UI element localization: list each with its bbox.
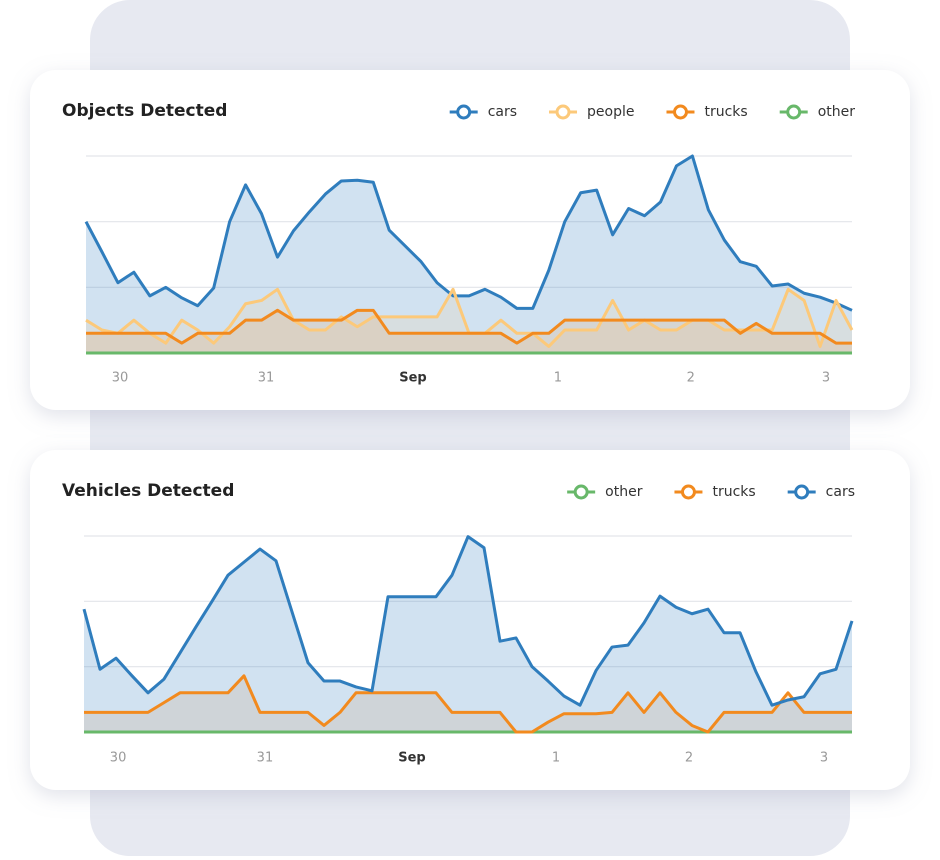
legend-swatch bbox=[680, 484, 696, 500]
x-tick-label: 1 bbox=[552, 751, 560, 766]
legend-label: cars bbox=[488, 104, 517, 120]
legend-swatch bbox=[456, 104, 472, 120]
x-tick-label: Sep bbox=[398, 751, 426, 766]
x-tick-label: 3 bbox=[820, 751, 828, 766]
x-tick-label: 2 bbox=[685, 751, 693, 766]
legend-label: people bbox=[587, 104, 634, 120]
legend-label: cars bbox=[826, 484, 855, 500]
area bbox=[84, 536, 852, 732]
legend-label: trucks bbox=[712, 484, 755, 500]
x-tick-label: 3 bbox=[822, 371, 830, 386]
legend-label: other bbox=[818, 104, 856, 120]
chart-title: Vehicles Detected bbox=[62, 481, 234, 501]
legend-label: other bbox=[605, 484, 643, 500]
line bbox=[82, 535, 854, 707]
x-tick-label: 30 bbox=[112, 371, 129, 386]
line bbox=[84, 154, 853, 312]
x-tick-label: 1 bbox=[554, 371, 562, 386]
legend-swatch bbox=[794, 484, 810, 500]
chart-title: Objects Detected bbox=[62, 101, 227, 121]
x-tick-label: 30 bbox=[110, 751, 127, 766]
card bbox=[30, 450, 910, 790]
x-tick-label: Sep bbox=[399, 371, 427, 386]
area bbox=[86, 289, 852, 353]
legend-label: trucks bbox=[704, 104, 747, 120]
x-tick-label: 2 bbox=[687, 371, 695, 386]
area bbox=[84, 675, 852, 732]
legend-swatch bbox=[786, 104, 802, 120]
legend-swatch bbox=[555, 104, 571, 120]
area bbox=[86, 156, 852, 353]
legend-swatch bbox=[573, 484, 589, 500]
line bbox=[84, 674, 852, 734]
x-tick-label: 31 bbox=[258, 371, 275, 386]
legend-swatch bbox=[672, 104, 688, 120]
line bbox=[86, 308, 852, 345]
x-tick-label: 31 bbox=[257, 751, 274, 766]
card bbox=[30, 70, 910, 410]
